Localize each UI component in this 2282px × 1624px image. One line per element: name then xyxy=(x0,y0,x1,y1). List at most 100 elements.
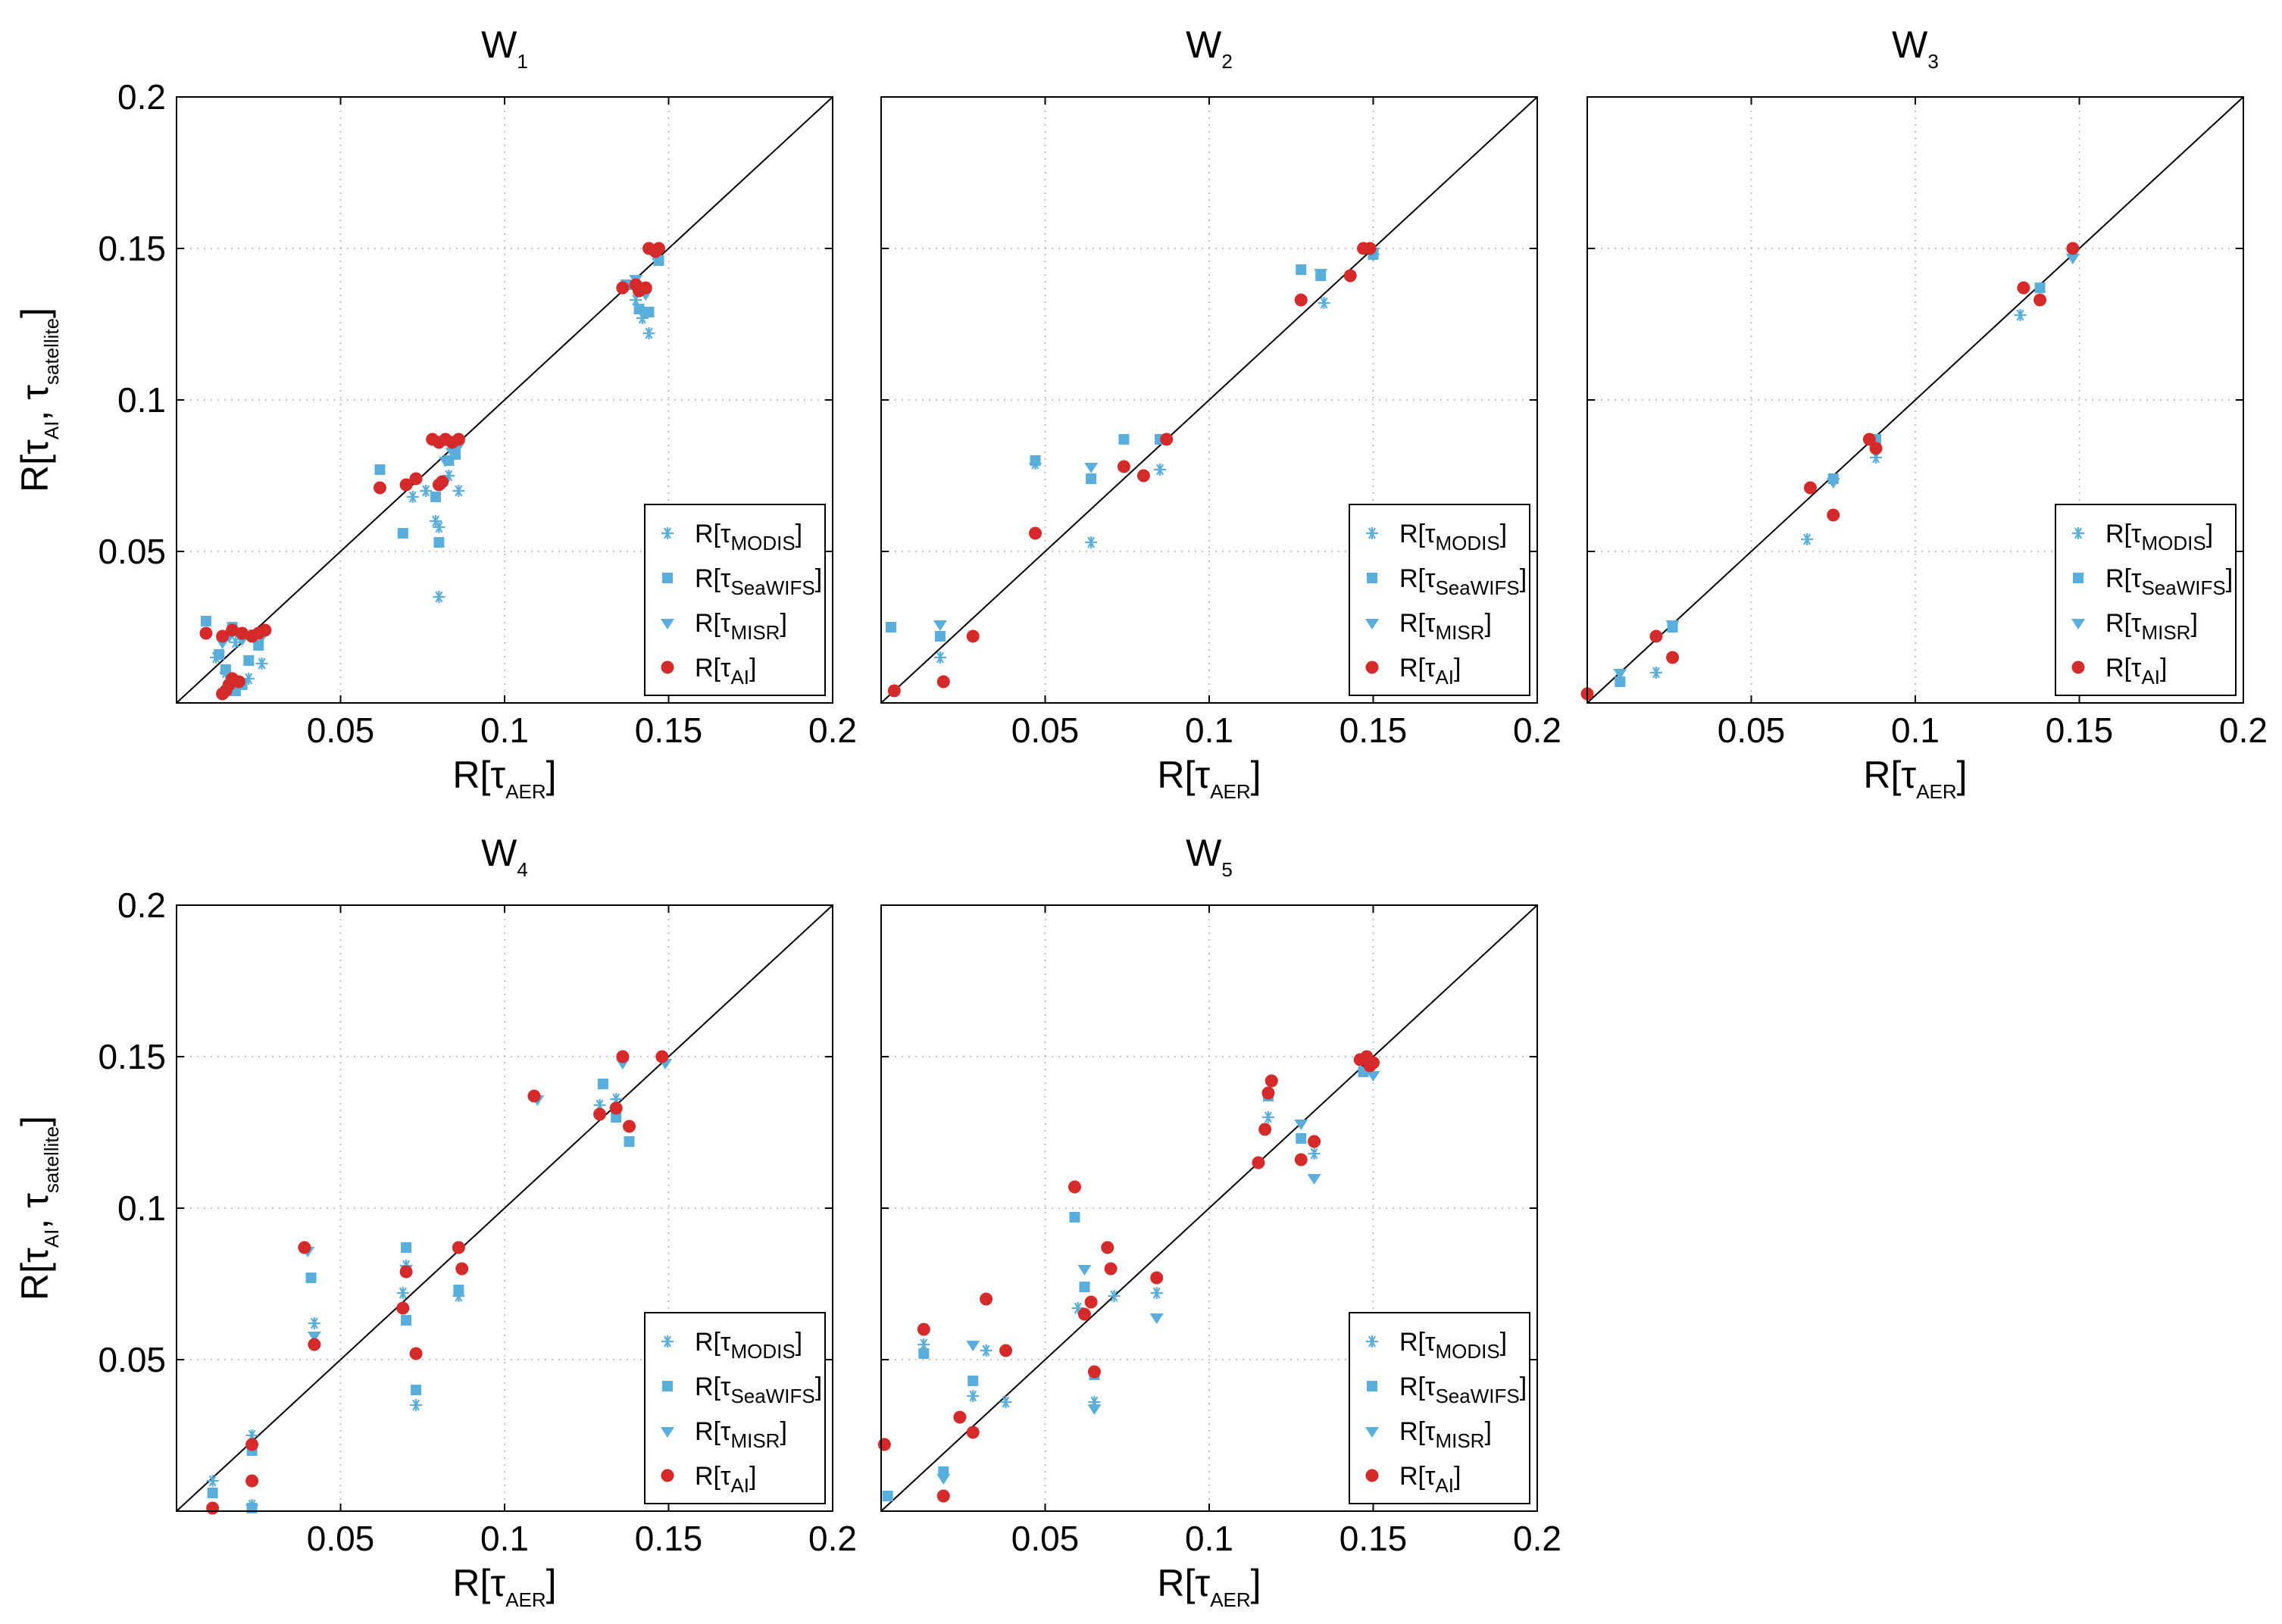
legend-label-close: ] xyxy=(2226,564,2233,593)
legend-marker-misr xyxy=(661,619,674,629)
point-seawifs xyxy=(597,1079,608,1089)
legend-marker-modis xyxy=(1366,527,1378,539)
axis-ticks: 0.05 0.1 0.15 0.2 xyxy=(881,904,1561,1558)
legend-label-base: R[τ xyxy=(695,1417,731,1446)
point-ai xyxy=(1803,481,1817,495)
legend-label-sub: SeaWIFS xyxy=(1435,1385,1519,1407)
x-tick-label: 0.15 xyxy=(635,710,703,750)
legend-label-close: ] xyxy=(1500,520,1507,548)
point-misr xyxy=(445,448,459,458)
point-ai xyxy=(1649,629,1663,643)
point-ai xyxy=(1150,1271,1164,1285)
legend-label-seawifs: R[τSeaWIFS] xyxy=(695,564,822,599)
point-misr xyxy=(1084,463,1099,473)
chart-panel-w1: 0.05 0.1 0.15 0.20.050.10.150.2W1R[τAER]R[τ… xyxy=(14,23,857,803)
point-seawifs xyxy=(430,492,442,502)
legend-label-close: ] xyxy=(1484,1417,1491,1446)
legend-label-sub: MISR xyxy=(1435,621,1484,644)
point-seawifs xyxy=(401,1242,412,1253)
x-axis-label: R[τAER] xyxy=(452,1562,556,1611)
series-misr xyxy=(1613,254,2080,679)
legend-label-sub: AI xyxy=(2141,666,2160,689)
point-ai xyxy=(396,1301,410,1315)
point-misr xyxy=(1077,1265,1092,1276)
axis-ticks: 0.05 0.1 0.15 0.2 xyxy=(1587,96,2268,750)
y-axis-label-mid: , τ xyxy=(14,385,56,421)
point-seawifs xyxy=(433,537,445,548)
point-seawifs xyxy=(243,655,255,666)
x-axis-label: R[τAER] xyxy=(1157,1562,1261,1611)
legend-label-base: R[τ xyxy=(695,520,731,548)
legend-label-base: R[τ xyxy=(1399,609,1436,638)
legend-label-base: R[τ xyxy=(695,1373,731,1401)
legend-marker-ai xyxy=(661,1469,674,1482)
legend-label-base: R[τ xyxy=(695,609,731,638)
point-seawifs xyxy=(968,1376,979,1386)
legend-label-close: ] xyxy=(749,654,756,682)
legend-label-ai: R[τAI] xyxy=(695,654,756,689)
x-tick-label: 0.2 xyxy=(1513,1519,1561,1558)
legend-label-sub: MISR xyxy=(730,621,780,644)
point-seawifs xyxy=(633,304,645,314)
point-ai xyxy=(1077,1307,1091,1321)
legend-label-misr: R[τMISR] xyxy=(1399,609,1492,644)
point-modis xyxy=(1150,1287,1163,1299)
legend-label-sub: MODIS xyxy=(1435,532,1499,554)
point-ai xyxy=(936,675,950,689)
identity-line xyxy=(176,96,833,704)
data-markers xyxy=(877,1050,1380,1503)
x-axis-label-base: R[τ xyxy=(1157,1562,1210,1604)
legend-box xyxy=(644,1312,826,1504)
panel-title-subscript: 4 xyxy=(517,858,527,881)
x-axis-label: R[τAER] xyxy=(1157,754,1261,803)
x-axis-label-base: R[τ xyxy=(452,1562,505,1604)
point-seawifs xyxy=(1069,1212,1080,1223)
series-seawifs xyxy=(207,1079,635,1513)
legend-label-sub: AI xyxy=(730,1474,749,1497)
legend-label-seawifs: R[τSeaWIFS] xyxy=(1399,564,1527,599)
x-axis-label-sub: AER xyxy=(1210,780,1250,803)
point-ai xyxy=(1294,1153,1308,1166)
legend-label-close: ] xyxy=(796,1328,802,1357)
point-seawifs xyxy=(918,1348,930,1359)
legend-marker-seawifs xyxy=(662,573,673,583)
point-misr xyxy=(1613,669,1627,679)
point-ai xyxy=(399,1265,413,1279)
legend-box xyxy=(2055,504,2237,696)
legend-label-seawifs: R[τSeaWIFS] xyxy=(2105,564,2233,599)
data-markers xyxy=(199,242,666,701)
y-axis-label: R[τAI, τsatellite] xyxy=(14,1116,63,1301)
legend-label-modis: R[τMODIS] xyxy=(2105,520,2213,554)
point-misr xyxy=(2065,254,2080,264)
point-ai xyxy=(966,629,980,643)
series-ai xyxy=(887,242,1377,698)
point-ai xyxy=(2066,242,2080,255)
legend-label-ai: R[τAI] xyxy=(1399,654,1461,689)
legend-label-base: R[τ xyxy=(2105,609,2142,638)
series-modis xyxy=(917,1111,1321,1408)
x-tick-label: 0.05 xyxy=(1011,1519,1080,1558)
legend-label-base: R[τ xyxy=(1399,520,1436,548)
point-modis xyxy=(1154,464,1167,476)
legend-label-modis: R[τMODIS] xyxy=(1399,1328,1507,1363)
point-modis xyxy=(1801,533,1814,545)
x-tick-label: 0.2 xyxy=(2219,710,2268,750)
legend-box xyxy=(1349,1312,1530,1504)
x-axis-label: R[τAER] xyxy=(1863,754,1967,803)
point-ai xyxy=(616,281,630,295)
legend-label-modis: R[τMODIS] xyxy=(695,1328,802,1363)
x-tick-label: 0.1 xyxy=(1891,710,1940,750)
legend-label-sub: MODIS xyxy=(730,532,795,554)
y-axis-label-mid: , τ xyxy=(14,1193,56,1229)
point-modis xyxy=(396,1287,409,1299)
point-seawifs xyxy=(1030,455,1041,466)
x-tick-label: 0.15 xyxy=(2046,710,2114,750)
point-ai xyxy=(308,1338,321,1351)
point-misr xyxy=(933,620,947,631)
y-tick-label: 0.1 xyxy=(117,380,166,420)
point-modis xyxy=(967,1390,980,1402)
point-modis xyxy=(999,1396,1012,1408)
point-misr xyxy=(1366,1071,1380,1082)
x-tick-label: 0.15 xyxy=(1340,1519,1408,1558)
legend-label-base: R[τ xyxy=(1399,654,1436,682)
